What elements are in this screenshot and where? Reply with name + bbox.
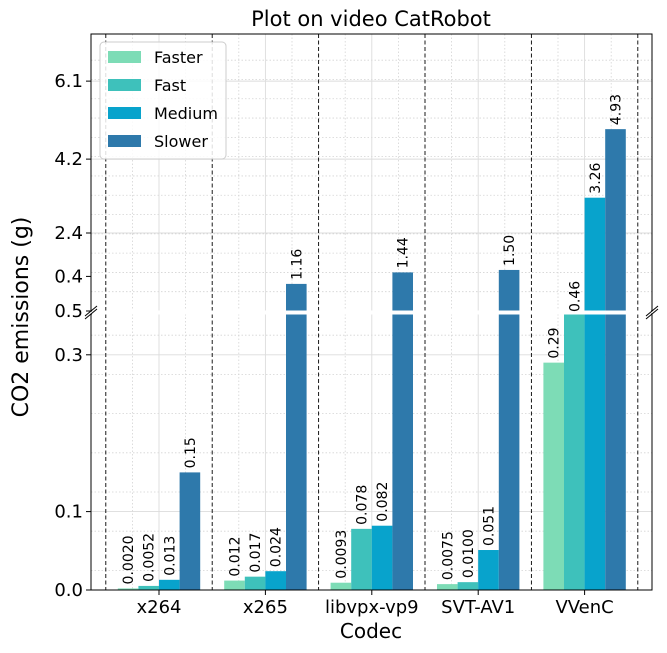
bar-VVenC-Medium	[584, 314, 606, 590]
axis-break-mark	[645, 308, 659, 320]
data-label: 0.013	[162, 536, 178, 576]
bar-libvpx-vp9-Faster	[330, 582, 352, 590]
data-label: 0.024	[269, 527, 285, 567]
y-tick-label: 0.5	[54, 301, 83, 322]
data-label: 4.93	[609, 94, 625, 125]
x-tick-label: libvpx-vp9	[325, 597, 419, 618]
x-tick-label: VVenC	[555, 597, 613, 618]
legend-entry: Medium	[154, 104, 218, 123]
tick-labels: 0.5 2.4 4.2 6.1 0.0 0.1 0.3 0.4 x264 x265 libvpx-v…	[54, 71, 613, 618]
bar-SVT-AV1-Slower	[498, 314, 520, 590]
x-tick-label: SVT-AV1	[441, 597, 515, 618]
bar-x264-Faster	[117, 588, 139, 590]
data-label: 0.051	[482, 506, 498, 546]
bar-upper-VVenC-Medium	[584, 197, 606, 311]
bar-upper-libvpx-vp9-Slower	[392, 272, 413, 311]
legend-swatch	[108, 79, 141, 91]
lower-pane-bars	[117, 314, 626, 590]
y-tick-label: 0.0	[54, 580, 83, 601]
x-tick-label: x265	[243, 597, 288, 618]
bars	[117, 129, 626, 590]
data-label: 0.017	[248, 533, 264, 573]
data-label: 0.0020	[121, 535, 137, 584]
legend-entry: Slower	[154, 132, 208, 151]
y-axis-label: CO2 emissions (g)	[9, 217, 34, 418]
x-tick-label: x264	[136, 597, 181, 618]
data-label: 0.0075	[440, 531, 456, 580]
bar-VVenC-Fast	[564, 314, 585, 590]
y-tick-label: 0.1	[54, 502, 83, 523]
bar-upper-SVT-AV1-Slower	[498, 269, 520, 311]
bar-x264-Slower	[179, 472, 201, 590]
bar-SVT-AV1-Fast	[457, 582, 479, 590]
y-tick-label: 0.4	[54, 266, 83, 287]
data-label: 0.0100	[461, 529, 477, 578]
y-tick-label: 0.3	[54, 345, 83, 366]
y-tick-label: 6.1	[54, 71, 83, 92]
data-label: 3.26	[588, 162, 604, 193]
bar-libvpx-vp9-Fast	[351, 528, 372, 590]
data-label: 0.078	[355, 485, 371, 525]
data-label: 0.0093	[334, 530, 350, 579]
data-label: 0.15	[183, 437, 199, 468]
bar-libvpx-vp9-Medium	[371, 525, 393, 590]
axis-break-mark	[84, 308, 98, 320]
legend: Faster Fast Medium Slower	[99, 41, 227, 160]
legend-entry: Faster	[154, 48, 203, 67]
data-labels: 0.0020 0.012 0.0093 0.0075 0.29 0.0052 0.017 0.…	[121, 94, 624, 584]
x-axis-label: Codec	[340, 619, 402, 643]
axis-break-gap	[92, 310, 651, 315]
bar-VVenC-Slower	[605, 314, 626, 590]
bar-x265-Faster	[224, 580, 245, 590]
chart-title: Plot on video CatRobot	[251, 7, 491, 31]
upper-pane-bars	[286, 129, 626, 311]
bar-upper-x265-Slower	[286, 283, 307, 311]
data-label: 0.0052	[142, 533, 158, 582]
bar-SVT-AV1-Medium	[478, 550, 499, 590]
data-label: 0.082	[375, 482, 391, 522]
y-tick-label: 2.4	[54, 223, 83, 244]
data-label: 1.16	[289, 249, 305, 280]
data-label: 1.50	[502, 235, 518, 266]
bar-x265-Medium	[265, 571, 286, 590]
legend-box	[99, 41, 227, 160]
legend-swatch	[108, 135, 141, 147]
bar-libvpx-vp9-Slower	[392, 314, 413, 590]
y-tick-label: 4.2	[54, 149, 83, 170]
legend-entry: Fast	[154, 76, 186, 95]
bar-x265-Slower	[286, 314, 307, 590]
bar-x264-Fast	[138, 585, 159, 590]
legend-swatch	[108, 51, 141, 63]
data-label: 0.29	[547, 327, 563, 358]
axis-break-mark	[645, 305, 659, 317]
data-label: 0.012	[228, 536, 244, 576]
data-label: 0.46	[567, 281, 583, 312]
data-label: 1.44	[396, 237, 412, 268]
bar-upper-VVenC-Slower	[605, 129, 626, 311]
bar-SVT-AV1-Faster	[437, 584, 458, 590]
bar-x264-Medium	[159, 579, 180, 590]
bar-VVenC-Faster	[543, 362, 564, 590]
legend-swatch	[108, 107, 141, 119]
bar-x265-Fast	[244, 576, 266, 590]
